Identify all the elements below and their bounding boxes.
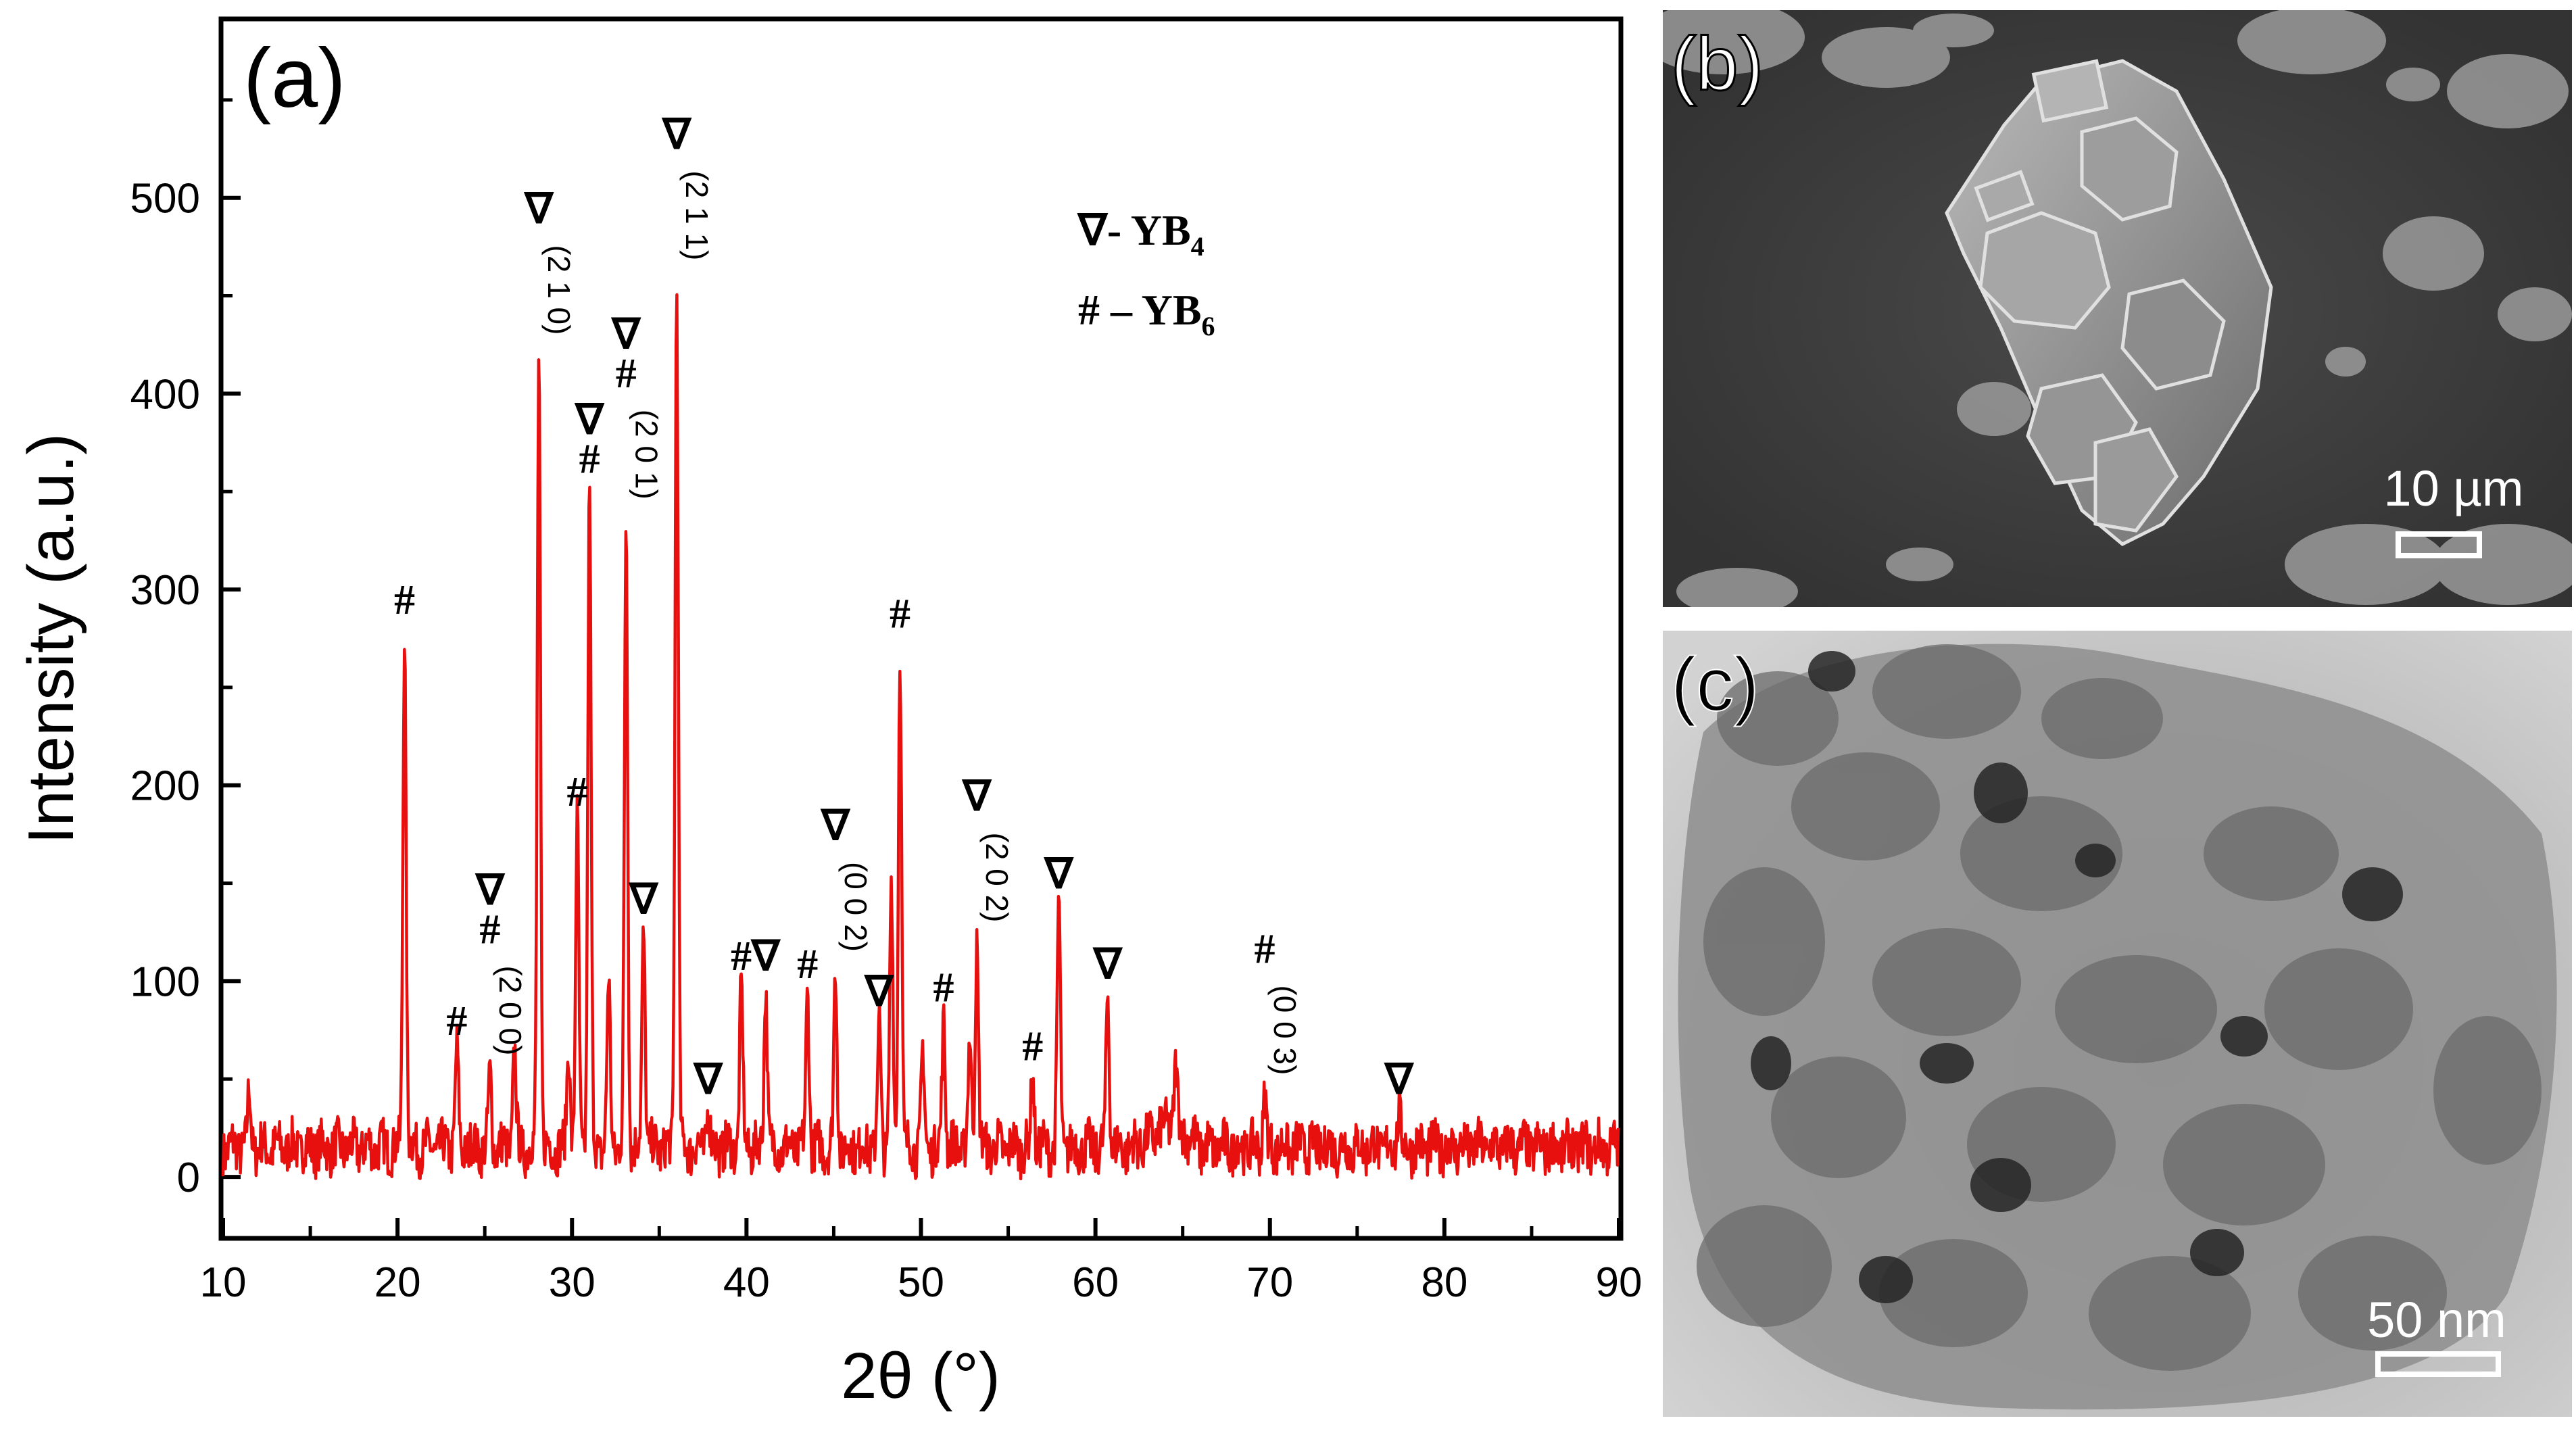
yb4-marker: ∇ [1092, 942, 1123, 988]
y-tick-label: 0 [177, 1155, 200, 1201]
xrd-pattern-line [221, 293, 1620, 1181]
yb6-marker: # [616, 351, 637, 397]
peak-annotation: ∇ [864, 969, 895, 1015]
hkl-label: (2 0 1) [629, 410, 664, 500]
yb6-marker: # [797, 942, 818, 988]
yb4-marker: ∇ [820, 803, 851, 849]
nanoparticle-aggregate [1678, 644, 2557, 1410]
yb6-marker: # [731, 933, 752, 979]
peak-annotation: # [797, 942, 818, 988]
y-axis-ticks: 0 100 200 300 400 500 [130, 98, 241, 1201]
peak-annotation: ∇ [693, 1057, 724, 1103]
yb4-marker: ∇ [574, 397, 605, 443]
tem-micrograph: (c) 50 nm [1663, 631, 2572, 1417]
scale-bar-label-b: 10 µm [2383, 460, 2523, 516]
yb4-marker: ∇ [611, 312, 642, 358]
yb6-marker: # [479, 906, 500, 952]
peak-annotation: ∇ [750, 933, 781, 979]
yb6-marker: # [394, 577, 415, 623]
yb6-marker: # [579, 436, 600, 482]
yb4-marker: ∇ [693, 1057, 724, 1103]
peak-annotation: # [1022, 1023, 1043, 1069]
x-tick-label: 60 [1072, 1259, 1119, 1306]
peak-annotation: (2 0 2) ∇ [961, 773, 1015, 922]
peak-annotation: ∇ [1384, 1057, 1415, 1103]
peak-annotation: # [566, 769, 587, 815]
peak-annotation: (2 0 0) #∇ [475, 867, 528, 1055]
peak-annotation: # [394, 577, 415, 623]
yb4-marker: ∇ [961, 773, 992, 819]
hkl-label: (0 0 3) [1267, 985, 1303, 1075]
x-tick-label: 10 [200, 1259, 247, 1306]
peak-annotation: # [890, 591, 910, 637]
yb4-marker: ∇ [628, 877, 659, 923]
y-tick-label: 500 [130, 176, 200, 222]
yb4-marker: ∇ [1384, 1057, 1415, 1103]
tem-image: (c) 50 nm [1663, 631, 2572, 1417]
peak-annotation: (0 0 2) ∇ [820, 803, 873, 952]
x-tick-label: 80 [1421, 1259, 1467, 1306]
hkl-label: (2 0 2) [979, 833, 1015, 923]
peak-annotation: (2 1 1) ∇ [661, 112, 714, 260]
peak-annotation: (2 0 1) #∇ [611, 312, 664, 500]
peak-annotation: # [446, 998, 467, 1044]
peak-annotation: (2 1 0) ∇ [523, 186, 577, 335]
yb6-marker: # [1022, 1023, 1043, 1069]
sem-micrograph: (b) 10 µm [1663, 10, 2572, 607]
x-tick-label: 50 [898, 1259, 944, 1306]
x-tick-label: 30 [549, 1259, 596, 1306]
yb4-marker: ∇ [475, 867, 506, 913]
panel-label-c: (c) [1671, 642, 1759, 727]
peak-annotation: # [933, 965, 954, 1011]
hkl-label: (2 0 0) [493, 965, 528, 1055]
yb4-marker: ∇ [750, 933, 781, 979]
faceted-crystal-cluster [1945, 59, 2273, 546]
x-tick-label: 40 [723, 1259, 770, 1306]
x-axis-label: 2θ (°) [841, 1340, 1000, 1412]
hkl-label: (2 1 1) [679, 170, 714, 260]
peak-annotation: ∇ [628, 877, 659, 923]
y-tick-label: 200 [130, 763, 200, 810]
yb6-marker: # [933, 965, 954, 1011]
peak-annotation: #∇ [574, 397, 605, 482]
scale-bar-label-c: 50 nm [2367, 1292, 2506, 1348]
yb6-marker: # [566, 769, 587, 815]
peak-annotation: # [731, 933, 752, 979]
yb6-marker: # [1255, 926, 1275, 972]
yb6-marker: # [446, 998, 467, 1044]
scale-bar-b [2396, 531, 2482, 558]
x-tick-label: 90 [1596, 1259, 1643, 1306]
sem-image: (b) 10 µm [1663, 10, 2572, 607]
yb4-marker: ∇ [864, 969, 895, 1015]
legend-entry-yb4: ∇- YB4 [1077, 206, 1205, 262]
peak-annotation: ∇ [1092, 942, 1123, 988]
surface-debris [1663, 10, 2572, 607]
y-axis-label: Intensity (a.u.) [15, 433, 87, 844]
scale-bar-c [2375, 1351, 2501, 1377]
yb4-marker: ∇ [1044, 852, 1075, 898]
hkl-label: (0 0 2) [838, 862, 873, 952]
y-tick-label: 100 [130, 959, 200, 1005]
x-axis-ticks: 10 20 30 40 50 60 70 80 90 [200, 1218, 1643, 1306]
panel-label-a: (a) [243, 32, 346, 125]
peak-annotation: ∇ [1044, 852, 1075, 898]
hkl-label: (2 1 0) [541, 245, 577, 335]
x-tick-label: 20 [374, 1259, 421, 1306]
legend-entry-yb6: # – YB6 [1078, 286, 1215, 341]
y-tick-label: 300 [130, 567, 200, 614]
peak-annotation: (0 0 3) # [1255, 926, 1303, 1075]
yb6-marker: # [890, 591, 910, 637]
yb4-marker: ∇ [523, 186, 554, 232]
x-tick-label: 70 [1246, 1259, 1293, 1306]
peak-annotations: ## (2 0 0)#∇(2 1 0)∇##∇ (2 0 1)#∇∇(2 1 1)∇… [394, 112, 1415, 1102]
legend: ∇- YB4 # – YB6 [1077, 206, 1215, 341]
plot-frame [218, 16, 1624, 1241]
y-tick-label: 400 [130, 371, 200, 418]
yb4-marker: ∇ [661, 112, 692, 157]
panel-label-b: (b) [1671, 22, 1764, 106]
